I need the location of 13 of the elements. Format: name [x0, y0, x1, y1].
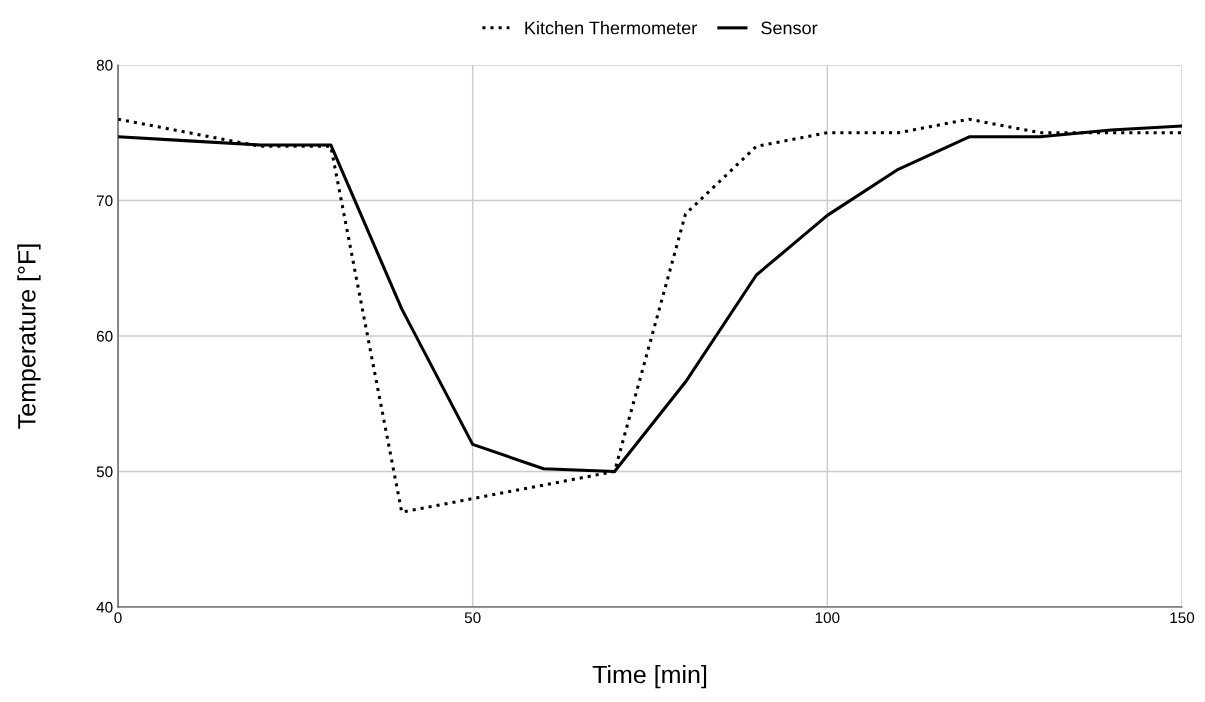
y-tick-label: 50: [96, 466, 113, 478]
y-tick-label: 40: [96, 601, 113, 613]
x-axis-title: Time [min]: [592, 664, 707, 689]
x-tick-label: 150: [1170, 612, 1195, 624]
y-axis-title: Temperature [°F]: [17, 244, 41, 429]
y-tick-label: 80: [96, 59, 113, 71]
y-tick-label: 70: [96, 195, 113, 207]
legend-label: Kitchen Thermometer: [525, 21, 697, 35]
x-tick-label: 0: [114, 612, 122, 624]
x-tick-label: 50: [464, 612, 481, 624]
y-tick-label: 60: [96, 330, 113, 342]
legend-label: Sensor: [761, 21, 818, 35]
x-tick-label: 100: [815, 612, 840, 624]
